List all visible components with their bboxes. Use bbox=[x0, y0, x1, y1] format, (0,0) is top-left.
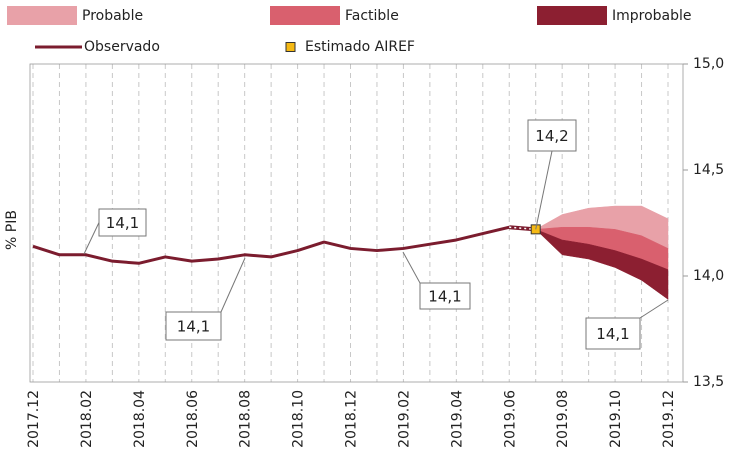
y-axis-label: % PIB bbox=[4, 210, 20, 250]
annotation: 14,1 bbox=[596, 325, 629, 343]
x-tick-label: 2018.10 bbox=[291, 390, 307, 448]
annotation-box bbox=[585, 317, 641, 350]
observed-line bbox=[32, 225, 510, 265]
x-tick-label: 2018.12 bbox=[344, 390, 360, 448]
y-tick-label: 14,5 bbox=[693, 162, 724, 178]
annotation-leader bbox=[83, 222, 100, 255]
legend-label: Estimado AIREF bbox=[305, 39, 415, 55]
annotation-leader bbox=[639, 299, 669, 319]
legend-swatch bbox=[7, 6, 77, 25]
annotation: 14,2 bbox=[535, 127, 568, 145]
annotation-leader bbox=[535, 150, 553, 230]
y-tick-label: 13,5 bbox=[693, 374, 724, 390]
annotation-box bbox=[419, 282, 471, 310]
legend-label: Observado bbox=[84, 39, 160, 55]
plot-frame bbox=[29, 63, 684, 383]
x-tick-label: 2017.12 bbox=[26, 390, 42, 448]
x-tick-label: 2019.12 bbox=[661, 390, 677, 448]
x-tick-label: 2019.04 bbox=[449, 390, 465, 448]
annotation-box bbox=[527, 119, 577, 152]
y-tick-label: 14,0 bbox=[693, 268, 724, 284]
y-tick-label: 15,0 bbox=[693, 56, 724, 72]
legend-swatch bbox=[537, 6, 607, 25]
annotation: 14,1 bbox=[428, 288, 461, 306]
annotation: 14,1 bbox=[106, 214, 139, 232]
annotation-leader bbox=[220, 257, 246, 313]
x-tick-label: 2019.06 bbox=[502, 390, 518, 448]
annotation-leader bbox=[402, 251, 421, 284]
legend-label: Factible bbox=[345, 8, 399, 24]
x-tick-label: 2019.10 bbox=[608, 390, 624, 448]
x-tick-label: 2019.08 bbox=[555, 390, 571, 448]
x-tick-label: 2019.02 bbox=[396, 390, 412, 448]
x-tick-label: 2018.02 bbox=[79, 390, 95, 448]
annotation-box bbox=[98, 208, 147, 237]
x-tick-label: 2018.08 bbox=[238, 390, 254, 448]
legend-label: Probable bbox=[82, 8, 143, 24]
annotation: 14,1 bbox=[177, 318, 210, 336]
x-tick-label: 2018.04 bbox=[132, 390, 148, 448]
legend-label: Improbable bbox=[612, 8, 692, 24]
fan-band bbox=[535, 229, 669, 300]
x-tick-label: 2018.06 bbox=[185, 390, 201, 448]
annotation-box bbox=[165, 311, 222, 341]
legend-swatch bbox=[270, 6, 340, 25]
legend-marker bbox=[285, 42, 296, 52]
